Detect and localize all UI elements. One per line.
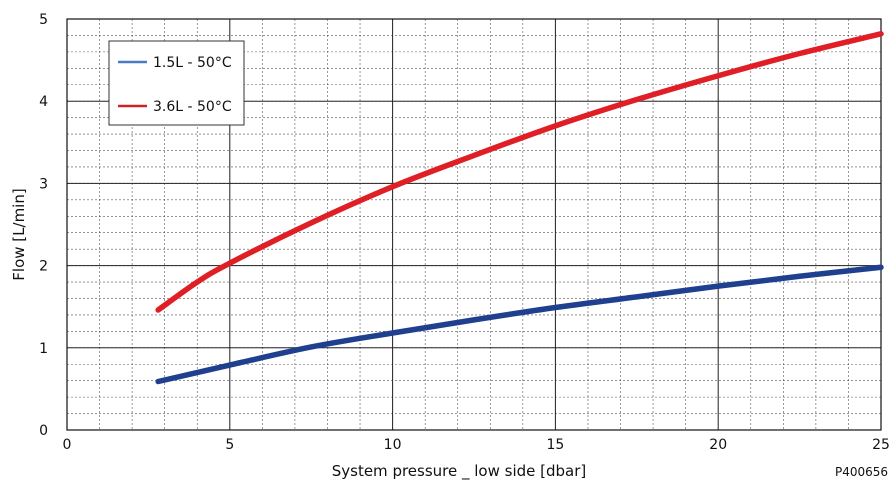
x-tick-label: 15 bbox=[546, 437, 564, 453]
series-line-3-6l bbox=[155, 31, 884, 313]
y-tick-label: 4 bbox=[39, 94, 48, 110]
series-line-1-5l bbox=[155, 264, 884, 385]
figure-code: P400656 bbox=[835, 465, 888, 479]
y-tick-label: 0 bbox=[39, 423, 48, 439]
legend: 1.5L - 50°C 3.6L - 50°C bbox=[108, 40, 245, 126]
legend-label-1-5l: 1.5L - 50°C bbox=[153, 55, 232, 71]
x-tick-labels: 0 5 10 15 20 25 bbox=[63, 437, 890, 453]
y-tick-label: 1 bbox=[39, 341, 48, 357]
x-tick-label: 25 bbox=[872, 437, 890, 453]
y-tick-label: 5 bbox=[39, 12, 48, 28]
plot-area-frame bbox=[66, 18, 882, 431]
x-tick-label: 5 bbox=[225, 437, 234, 453]
x-tick-label: 20 bbox=[709, 437, 727, 453]
y-axis-title: Flow [L/min] bbox=[10, 188, 28, 280]
legend-box bbox=[108, 40, 245, 126]
legend-label-3-6l: 3.6L - 50°C bbox=[153, 99, 232, 115]
x-axis-title: System pressure _ low side [dbar] bbox=[332, 462, 587, 481]
y-tick-labels: 0 1 2 3 4 5 bbox=[39, 12, 48, 439]
series-layer bbox=[155, 31, 884, 385]
x-tick-label: 0 bbox=[63, 437, 72, 453]
x-tick-label: 10 bbox=[384, 437, 402, 453]
y-tick-label: 3 bbox=[39, 176, 48, 192]
y-tick-label: 2 bbox=[39, 259, 48, 275]
